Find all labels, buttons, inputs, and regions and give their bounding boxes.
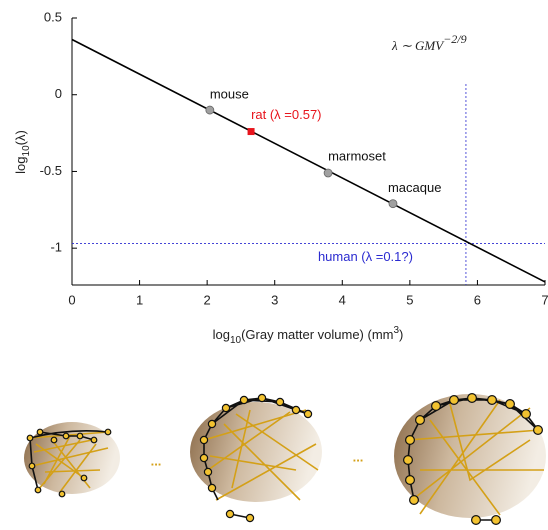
point-label: macaque [388,180,441,195]
x-axis-label: log10(Gray matter volume) (mm3) [213,325,404,346]
fit-line [71,38,546,283]
point [205,105,215,115]
formula-exponent: −2/9 [443,32,466,46]
x-label-prefix: log [213,327,230,342]
y-label-sub: 10 [21,145,32,157]
x-tick-label: 3 [271,292,278,307]
y-label-main: (λ) [13,130,28,145]
network-medium [190,393,322,523]
x-tick-label: 2 [204,292,211,307]
x-label-sup: 3 [393,325,399,336]
point [247,128,255,136]
formula: λ ∼ GMV−2/9 [391,32,467,53]
point-label: marmoset [328,148,386,163]
x-label-end: ) [399,327,403,342]
point [388,199,398,209]
x-tick-label: 4 [339,292,346,307]
point [323,168,333,178]
x-tick-label: 6 [474,292,481,307]
reference-label: human (λ =0.1?) [318,249,413,264]
x-label-sub: 10 [230,335,242,346]
point-label: mouse [210,87,249,102]
x-tick-label: 7 [541,292,548,307]
brain-shape [190,402,322,502]
nodes [26,428,112,498]
nodes [199,393,313,523]
y-tick-label: -1 [50,240,62,255]
network-small [24,422,120,498]
x-label-main: (Gray matter volume) (mm [241,327,393,342]
y-tick-label: 0.5 [44,9,62,24]
network-large [394,393,546,525]
separator: ... [151,453,162,468]
long-edges [407,399,544,516]
y-tick-label: 0 [55,86,62,101]
x-tick-label: 5 [406,292,413,307]
y-label-prefix: log [13,156,28,173]
separator: ... [353,449,364,464]
x-tick-label: 0 [68,292,75,307]
point-label: rat (λ =0.57) [251,107,321,122]
nodes [403,393,543,525]
formula-base: λ ∼ GMV [391,38,445,53]
x-tick-label: 1 [136,292,143,307]
long-edges [203,409,319,501]
y-axis-label: log10(λ) [13,130,31,174]
y-tick-label: -0.5 [40,163,62,178]
